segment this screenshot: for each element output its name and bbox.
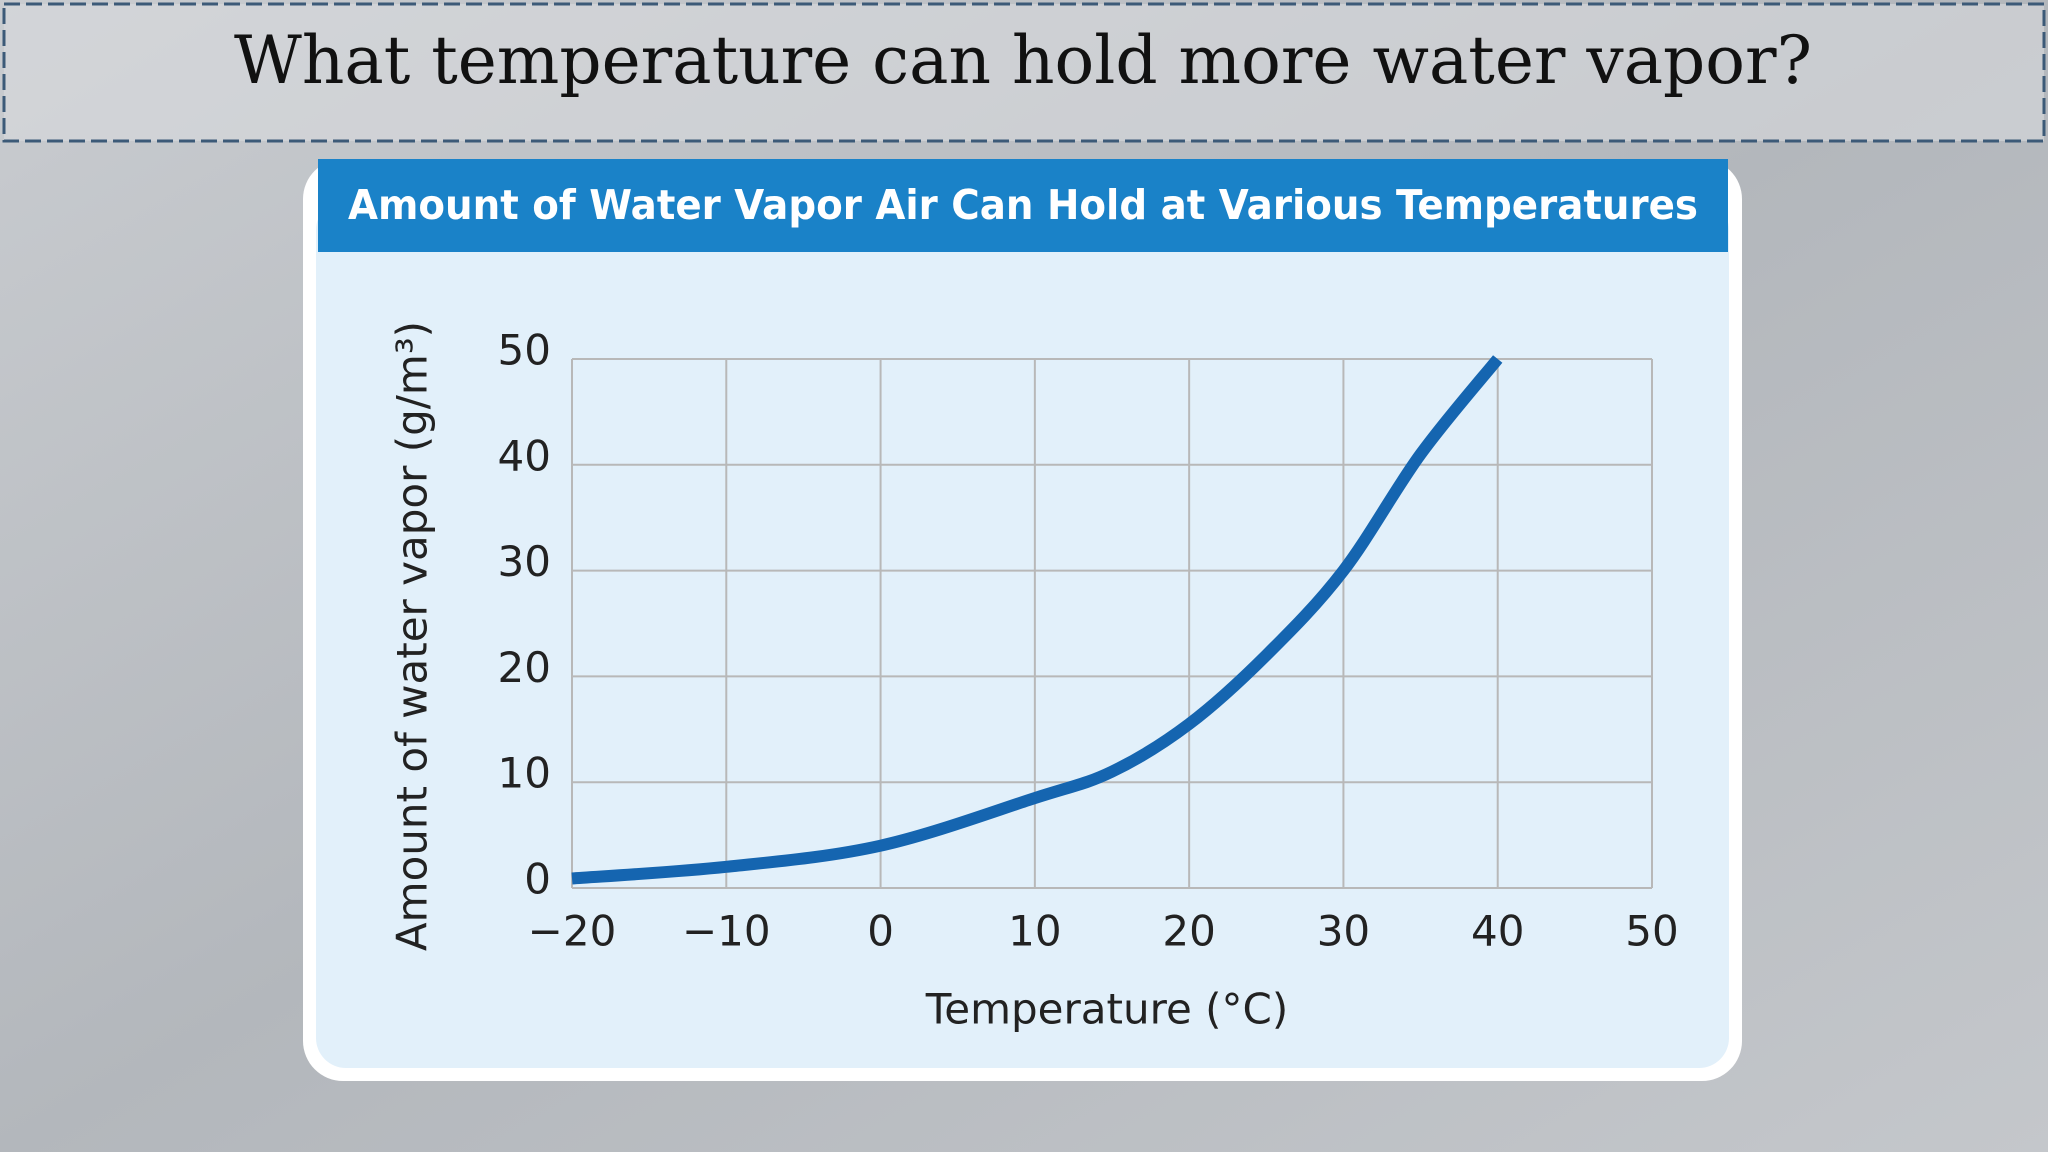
x-tick-label: 20 xyxy=(1162,907,1215,956)
y-tick-label: 30 xyxy=(498,537,551,586)
x-tick-label: −10 xyxy=(682,907,771,956)
chart-title: Amount of Water Vapor Air Can Hold at Va… xyxy=(348,181,1698,229)
x-tick-label: 50 xyxy=(1625,907,1678,956)
title-box xyxy=(2,2,2046,143)
y-tick-label: 20 xyxy=(498,643,551,692)
x-tick-label: 40 xyxy=(1471,907,1524,956)
y-axis-label: Amount of water vapor (g/m³) xyxy=(388,321,437,951)
data-line xyxy=(571,355,1503,885)
card-inner xyxy=(316,200,1729,1068)
x-tick-label: 30 xyxy=(1317,907,1370,956)
chart-header xyxy=(318,159,1728,252)
x-tick-label: −20 xyxy=(528,907,617,956)
x-tick-label: 0 xyxy=(867,907,894,956)
slide-title: What temperature can hold more water vap… xyxy=(234,22,1812,99)
y-tick-label: 50 xyxy=(498,326,551,375)
y-tick-label: 10 xyxy=(498,749,551,798)
x-tick-label: 10 xyxy=(1008,907,1061,956)
y-tick-label: 0 xyxy=(524,855,551,904)
y-tick-label: 40 xyxy=(498,431,551,480)
x-axis-label: Temperature (°C) xyxy=(925,985,1289,1034)
